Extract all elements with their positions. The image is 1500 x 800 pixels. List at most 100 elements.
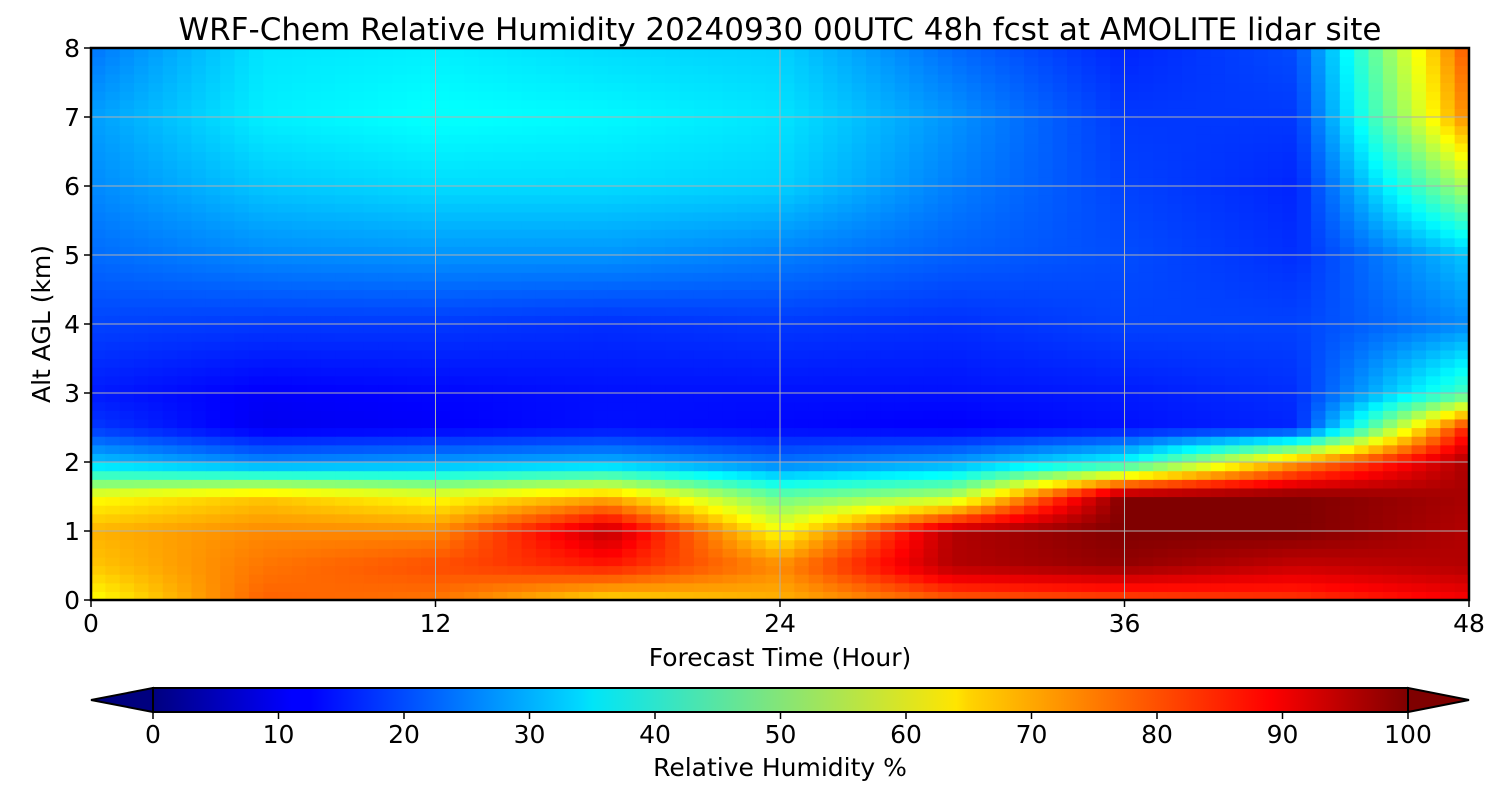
heatmap-cell xyxy=(1282,470,1298,480)
heatmap-cell xyxy=(291,505,307,515)
heatmap-cell xyxy=(421,289,437,299)
heatmap-cell xyxy=(866,393,882,403)
heatmap-cell xyxy=(392,384,408,394)
heatmap-cell xyxy=(579,177,594,187)
heatmap-cell xyxy=(995,358,1011,368)
heatmap-cell xyxy=(1224,186,1240,196)
heatmap-cell xyxy=(220,289,236,299)
heatmap-cell xyxy=(1210,194,1226,204)
heatmap-cell xyxy=(1311,255,1327,265)
heatmap-cell xyxy=(1210,470,1226,480)
heatmap-cell xyxy=(765,237,781,247)
heatmap-cell xyxy=(607,237,623,247)
heatmap-cell xyxy=(823,246,839,256)
heatmap-cell xyxy=(1081,220,1097,230)
heatmap-cell xyxy=(1382,229,1398,239)
heatmap-cell xyxy=(191,349,207,360)
heatmap-cell xyxy=(248,556,264,567)
heatmap-cell xyxy=(363,186,379,196)
heatmap-cell xyxy=(162,349,178,360)
heatmap-cell xyxy=(794,453,810,463)
heatmap-cell xyxy=(1095,151,1111,161)
heatmap-cell xyxy=(191,574,207,584)
heatmap-cell xyxy=(291,220,307,230)
heatmap-cell xyxy=(1067,220,1083,230)
heatmap-cell xyxy=(880,522,896,532)
heatmap-cell xyxy=(579,436,594,446)
heatmap-cell xyxy=(751,487,767,498)
heatmap-cell xyxy=(177,272,193,282)
heatmap-cell xyxy=(1354,237,1370,247)
heatmap-cell xyxy=(1224,393,1240,403)
heatmap-cell xyxy=(263,246,279,256)
heatmap-cell xyxy=(966,160,982,170)
heatmap-cell xyxy=(162,574,178,584)
heatmap-cell xyxy=(521,487,537,498)
heatmap-cell xyxy=(995,324,1011,334)
heatmap-cell xyxy=(91,384,106,394)
heatmap-cell xyxy=(363,160,379,170)
heatmap-cell xyxy=(1038,574,1054,584)
heatmap-cell xyxy=(535,591,551,600)
heatmap-cell xyxy=(1167,229,1183,239)
heatmap-cell xyxy=(1311,203,1327,213)
heatmap-cell xyxy=(119,418,135,429)
heatmap-cell xyxy=(234,582,250,592)
heatmap-cell xyxy=(866,160,882,170)
heatmap-cell xyxy=(1153,177,1169,187)
heatmap-cell xyxy=(1440,367,1456,377)
heatmap-cell xyxy=(1095,496,1111,506)
heatmap-cell xyxy=(363,487,379,498)
heatmap-cell xyxy=(91,531,106,541)
heatmap-cell xyxy=(622,229,638,239)
heatmap-cell xyxy=(593,479,609,489)
heatmap-cell xyxy=(1024,367,1039,377)
heatmap-cell xyxy=(349,263,365,273)
heatmap-cell xyxy=(894,298,910,308)
heatmap-cell xyxy=(1067,332,1083,342)
heatmap-cell xyxy=(1110,237,1126,247)
heatmap-cell xyxy=(421,410,437,420)
heatmap-cell xyxy=(277,203,293,213)
heatmap-cell xyxy=(205,427,221,437)
heatmap-cell xyxy=(234,358,250,368)
heatmap-cell xyxy=(1081,306,1097,316)
heatmap-cell xyxy=(1067,237,1083,247)
heatmap-cell xyxy=(291,418,307,429)
heatmap-cell xyxy=(1024,246,1039,256)
heatmap-cell xyxy=(679,349,695,360)
heatmap-cell xyxy=(622,332,638,342)
heatmap-cell xyxy=(679,246,695,256)
heatmap-cell xyxy=(966,462,982,472)
heatmap-cell xyxy=(1311,479,1327,489)
heatmap-cell xyxy=(622,315,638,325)
heatmap-cell xyxy=(808,349,824,360)
heatmap-cell xyxy=(291,194,307,204)
heatmap-cell xyxy=(91,444,106,454)
heatmap-cell xyxy=(1411,186,1427,196)
heatmap-cell xyxy=(177,401,193,411)
heatmap-cell xyxy=(1196,453,1212,463)
heatmap-cell xyxy=(492,358,508,368)
heatmap-cell xyxy=(478,263,494,273)
heatmap-cell xyxy=(291,349,307,360)
heatmap-cell xyxy=(1167,367,1183,377)
heatmap-cell xyxy=(851,168,867,178)
heatmap-cell xyxy=(794,375,810,385)
heatmap-cell xyxy=(105,556,121,567)
heatmap-cell xyxy=(105,418,121,429)
heatmap-cell xyxy=(263,272,279,282)
heatmap-cell xyxy=(277,349,293,360)
heatmap-cell xyxy=(837,591,853,600)
heatmap-cell xyxy=(119,470,135,480)
heatmap-cell xyxy=(335,186,350,196)
heatmap-cell xyxy=(335,574,350,584)
heatmap-cell xyxy=(1411,539,1427,549)
heatmap-cell xyxy=(923,401,939,411)
heatmap-cell xyxy=(1153,384,1169,394)
heatmap-cell xyxy=(995,410,1011,420)
heatmap-cell xyxy=(1024,160,1039,170)
heatmap-cell xyxy=(263,410,279,420)
heatmap-cell xyxy=(277,418,293,429)
heatmap-cell xyxy=(937,186,953,196)
